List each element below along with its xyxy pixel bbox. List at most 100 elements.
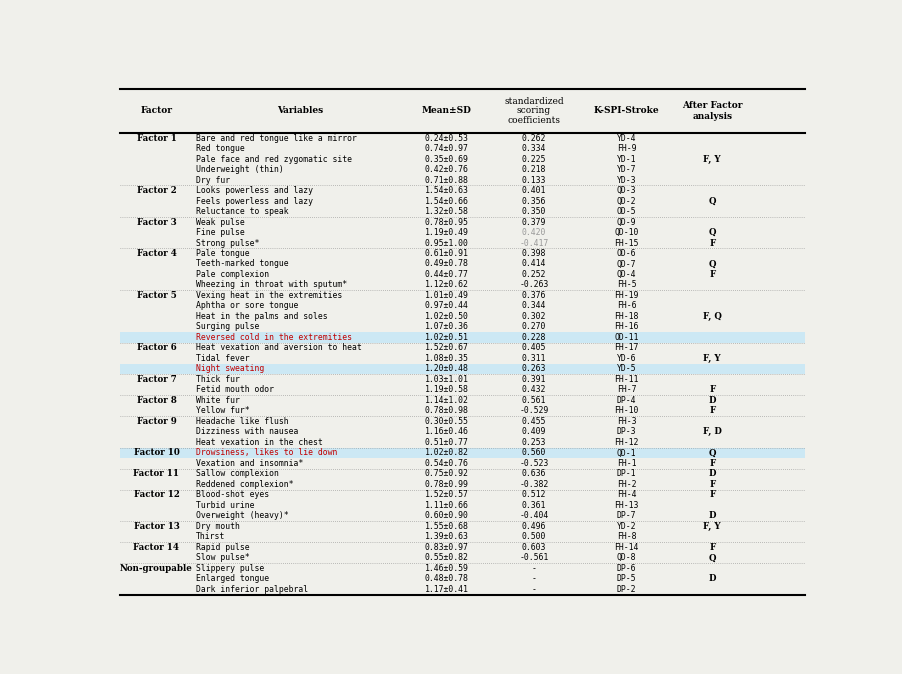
Text: F, Q: F, Q	[703, 312, 722, 321]
Text: 1.14±1.02: 1.14±1.02	[425, 396, 468, 405]
Text: coefficients: coefficients	[508, 115, 560, 125]
Text: DP-1: DP-1	[617, 470, 636, 479]
Text: 0.409: 0.409	[521, 427, 546, 437]
Text: 0.361: 0.361	[521, 501, 546, 510]
Text: OD-11: OD-11	[614, 333, 639, 342]
Text: Factor 1: Factor 1	[136, 133, 177, 142]
Text: Slow pulse*: Slow pulse*	[196, 553, 250, 562]
Text: 1.12±0.62: 1.12±0.62	[425, 280, 468, 290]
Text: YD-5: YD-5	[617, 365, 636, 373]
Text: DP-6: DP-6	[617, 564, 636, 573]
Text: DP-3: DP-3	[617, 427, 636, 437]
Text: Wheezing in throat with sputum*: Wheezing in throat with sputum*	[196, 280, 347, 290]
Text: 0.270: 0.270	[521, 322, 546, 332]
Text: 1.55±0.68: 1.55±0.68	[425, 522, 468, 531]
Text: Pale complexion: Pale complexion	[196, 270, 269, 279]
Text: Factor 5: Factor 5	[136, 291, 176, 300]
Text: 0.35±0.69: 0.35±0.69	[425, 154, 468, 164]
Text: 0.432: 0.432	[521, 386, 546, 394]
Text: 0.414: 0.414	[521, 259, 546, 268]
Text: FH-6: FH-6	[617, 301, 636, 311]
Text: QD-2: QD-2	[617, 197, 636, 206]
Text: Pale tongue: Pale tongue	[196, 249, 250, 258]
Text: 1.11±0.66: 1.11±0.66	[425, 501, 468, 510]
Text: 0.603: 0.603	[521, 543, 546, 552]
Text: Pale face and red zygomatic site: Pale face and red zygomatic site	[196, 154, 352, 164]
Text: 0.376: 0.376	[521, 291, 546, 300]
Text: Heat vexation and aversion to heat: Heat vexation and aversion to heat	[196, 344, 362, 353]
Text: 0.60±0.90: 0.60±0.90	[425, 512, 468, 520]
Text: 0.405: 0.405	[521, 344, 546, 353]
Text: Vexing heat in the extremities: Vexing heat in the extremities	[196, 291, 342, 300]
Text: -0.263: -0.263	[520, 280, 548, 290]
Text: Surging pulse: Surging pulse	[196, 322, 259, 332]
Text: 0.262: 0.262	[521, 133, 546, 142]
Text: 1.19±0.58: 1.19±0.58	[425, 386, 468, 394]
Text: Vexation and insomnia*: Vexation and insomnia*	[196, 459, 303, 468]
Text: 0.24±0.53: 0.24±0.53	[425, 133, 468, 142]
Text: Slippery pulse: Slippery pulse	[196, 564, 264, 573]
Text: 0.560: 0.560	[521, 448, 546, 458]
Text: 0.78±0.98: 0.78±0.98	[425, 406, 468, 415]
Text: 1.52±0.67: 1.52±0.67	[425, 344, 468, 353]
Text: 0.78±0.95: 0.78±0.95	[425, 218, 468, 226]
Text: Factor 2: Factor 2	[136, 186, 176, 195]
Text: 0.48±0.78: 0.48±0.78	[425, 574, 468, 584]
Text: 0.253: 0.253	[521, 438, 546, 447]
Text: Q: Q	[708, 259, 716, 268]
Text: OD-6: OD-6	[617, 249, 636, 258]
Text: FH-2: FH-2	[617, 480, 636, 489]
Text: 0.51±0.77: 0.51±0.77	[425, 438, 468, 447]
Text: Factor 12: Factor 12	[133, 491, 179, 499]
Text: 0.636: 0.636	[521, 470, 546, 479]
Text: Factor 14: Factor 14	[133, 543, 179, 552]
Text: -: -	[531, 585, 537, 594]
Text: Dry mouth: Dry mouth	[196, 522, 240, 531]
Text: 1.08±0.35: 1.08±0.35	[425, 354, 468, 363]
Text: 1.16±0.46: 1.16±0.46	[425, 427, 468, 437]
Text: Reversed cold in the extremities: Reversed cold in the extremities	[196, 333, 352, 342]
Text: Blood-shot eyes: Blood-shot eyes	[196, 491, 269, 499]
Text: Non-groupable: Non-groupable	[120, 564, 193, 573]
Text: 0.420: 0.420	[521, 228, 546, 237]
Text: F: F	[709, 480, 715, 489]
Text: Headache like flush: Headache like flush	[196, 417, 289, 426]
Text: F: F	[709, 386, 715, 394]
Text: FH-16: FH-16	[614, 322, 639, 332]
Text: -: -	[531, 574, 537, 584]
Text: Weak pulse: Weak pulse	[196, 218, 244, 226]
Text: FH-13: FH-13	[614, 501, 639, 510]
Text: 0.71±0.88: 0.71±0.88	[425, 175, 468, 185]
Text: 0.83±0.97: 0.83±0.97	[425, 543, 468, 552]
Text: -0.382: -0.382	[520, 480, 548, 489]
Text: D: D	[708, 470, 716, 479]
Text: F: F	[709, 543, 715, 552]
Text: 0.500: 0.500	[521, 532, 546, 541]
Text: F, Y: F, Y	[704, 154, 721, 164]
Text: 1.01±0.49: 1.01±0.49	[425, 291, 468, 300]
Text: Rapid pulse: Rapid pulse	[196, 543, 250, 552]
Text: Enlarged tongue: Enlarged tongue	[196, 574, 269, 584]
Text: DP-7: DP-7	[617, 512, 636, 520]
Text: 0.49±0.78: 0.49±0.78	[425, 259, 468, 268]
Text: 0.512: 0.512	[521, 491, 546, 499]
Text: Factor 4: Factor 4	[136, 249, 177, 258]
Text: FH-7: FH-7	[617, 386, 636, 394]
Text: 0.44±0.77: 0.44±0.77	[425, 270, 468, 279]
Text: Thick fur: Thick fur	[196, 375, 240, 384]
Text: Yellow fur*: Yellow fur*	[196, 406, 250, 415]
Text: Drowsiness, likes to lie down: Drowsiness, likes to lie down	[196, 448, 337, 458]
Text: Strong pulse*: Strong pulse*	[196, 239, 259, 247]
Text: 1.19±0.49: 1.19±0.49	[425, 228, 468, 237]
Text: D: D	[708, 512, 716, 520]
Text: 1.32±0.58: 1.32±0.58	[425, 207, 468, 216]
Text: DP-2: DP-2	[617, 585, 636, 594]
Bar	[120, 332, 805, 343]
Text: 0.55±0.82: 0.55±0.82	[425, 553, 468, 562]
Text: YD-4: YD-4	[617, 133, 636, 142]
Text: 0.218: 0.218	[521, 165, 546, 174]
Text: Looks powerless and lazy: Looks powerless and lazy	[196, 186, 313, 195]
Text: QD-9: QD-9	[617, 218, 636, 226]
Text: FH-8: FH-8	[617, 532, 636, 541]
Text: Factor 13: Factor 13	[133, 522, 179, 531]
